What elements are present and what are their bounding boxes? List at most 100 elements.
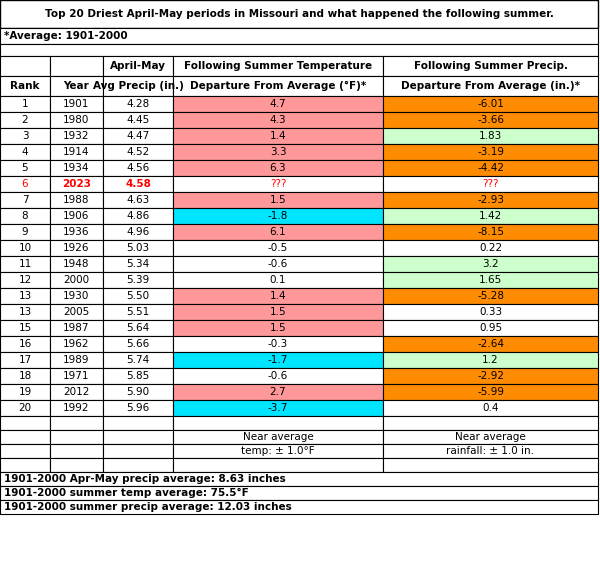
Text: 0.4: 0.4 xyxy=(482,403,499,413)
Text: 4.45: 4.45 xyxy=(127,115,149,125)
Text: 4.47: 4.47 xyxy=(127,131,149,141)
Text: Avg Precip (in.): Avg Precip (in.) xyxy=(92,81,184,91)
Bar xyxy=(0,208,50,224)
Bar xyxy=(0,430,50,444)
Text: 2.7: 2.7 xyxy=(269,387,286,397)
Text: 1962: 1962 xyxy=(63,339,90,349)
Bar xyxy=(383,224,598,240)
Bar xyxy=(0,160,50,176)
Text: 5: 5 xyxy=(22,163,28,173)
Bar xyxy=(383,240,598,256)
Text: 1.4: 1.4 xyxy=(269,291,286,301)
Bar xyxy=(103,208,173,224)
Text: Departure From Average (°F)*: Departure From Average (°F)* xyxy=(190,81,366,91)
Bar xyxy=(383,400,598,416)
Bar xyxy=(173,160,383,176)
Text: 9: 9 xyxy=(22,227,28,237)
Bar xyxy=(50,256,103,272)
Text: -1.7: -1.7 xyxy=(268,355,288,365)
Bar xyxy=(383,320,598,336)
Bar xyxy=(50,272,103,288)
Text: 1948: 1948 xyxy=(63,259,90,269)
Text: 1.65: 1.65 xyxy=(479,275,502,285)
Bar xyxy=(0,444,50,458)
Bar xyxy=(103,76,173,96)
Bar xyxy=(50,336,103,352)
Text: 2023: 2023 xyxy=(62,179,91,189)
Bar xyxy=(103,240,173,256)
Bar xyxy=(0,288,50,304)
Bar xyxy=(103,192,173,208)
Bar xyxy=(103,320,173,336)
Text: Rank: Rank xyxy=(10,81,40,91)
Bar xyxy=(50,458,103,472)
Bar xyxy=(103,304,173,320)
Text: -3.19: -3.19 xyxy=(477,147,504,157)
Bar xyxy=(0,304,50,320)
Text: 2000: 2000 xyxy=(64,275,89,285)
Bar xyxy=(383,272,598,288)
Bar xyxy=(0,486,598,500)
Text: 5.50: 5.50 xyxy=(127,291,149,301)
Bar xyxy=(173,224,383,240)
Bar xyxy=(0,96,50,112)
Bar xyxy=(383,56,598,76)
Bar xyxy=(0,76,50,96)
Text: 1.2: 1.2 xyxy=(482,355,499,365)
Bar xyxy=(0,384,50,400)
Text: 1901-2000 summer precip average: 12.03 inches: 1901-2000 summer precip average: 12.03 i… xyxy=(4,502,292,512)
Bar xyxy=(383,352,598,368)
Bar xyxy=(383,112,598,128)
Text: -5.28: -5.28 xyxy=(477,291,504,301)
Text: -2.93: -2.93 xyxy=(477,195,504,205)
Text: -0.5: -0.5 xyxy=(268,243,288,253)
Bar xyxy=(173,288,383,304)
Text: -0.6: -0.6 xyxy=(268,371,288,381)
Text: 0.95: 0.95 xyxy=(479,323,502,333)
Text: 1.4: 1.4 xyxy=(269,131,286,141)
Text: 1926: 1926 xyxy=(63,243,90,253)
Bar xyxy=(173,384,383,400)
Bar xyxy=(0,400,50,416)
Bar xyxy=(0,240,50,256)
Bar xyxy=(103,272,173,288)
Bar xyxy=(50,176,103,192)
Bar xyxy=(0,144,50,160)
Text: 11: 11 xyxy=(19,259,32,269)
Bar xyxy=(0,56,50,76)
Text: 1901: 1901 xyxy=(64,99,89,109)
Bar xyxy=(173,240,383,256)
Text: 1914: 1914 xyxy=(63,147,90,157)
Text: 13: 13 xyxy=(19,307,32,317)
Text: 4.28: 4.28 xyxy=(127,99,149,109)
Text: -5.99: -5.99 xyxy=(477,387,504,397)
Text: -0.6: -0.6 xyxy=(268,259,288,269)
Text: 2: 2 xyxy=(22,115,28,125)
Bar xyxy=(50,416,103,430)
Text: Following Summer Temperature: Following Summer Temperature xyxy=(184,61,372,71)
Text: 1930: 1930 xyxy=(64,291,89,301)
Bar xyxy=(50,288,103,304)
Text: Top 20 Driest April-May periods in Missouri and what happened the following summ: Top 20 Driest April-May periods in Misso… xyxy=(44,9,553,19)
Bar xyxy=(0,500,598,514)
Text: 1980: 1980 xyxy=(64,115,89,125)
Text: 4.7: 4.7 xyxy=(269,99,286,109)
Bar xyxy=(383,192,598,208)
Text: 0.22: 0.22 xyxy=(479,243,502,253)
Bar xyxy=(0,44,598,56)
Text: 5.66: 5.66 xyxy=(127,339,149,349)
Text: 1901-2000 Apr-May precip average: 8.63 inches: 1901-2000 Apr-May precip average: 8.63 i… xyxy=(4,474,286,484)
Bar xyxy=(0,28,598,44)
Text: ???: ??? xyxy=(270,179,286,189)
Text: 5.74: 5.74 xyxy=(127,355,149,365)
Bar xyxy=(383,288,598,304)
Bar xyxy=(173,176,383,192)
Text: 1901-2000 summer temp average: 75.5°F: 1901-2000 summer temp average: 75.5°F xyxy=(4,488,249,498)
Bar xyxy=(383,128,598,144)
Bar xyxy=(383,96,598,112)
Text: 6.1: 6.1 xyxy=(269,227,286,237)
Bar xyxy=(50,400,103,416)
Bar xyxy=(103,112,173,128)
Bar xyxy=(103,96,173,112)
Text: 1.5: 1.5 xyxy=(269,307,286,317)
